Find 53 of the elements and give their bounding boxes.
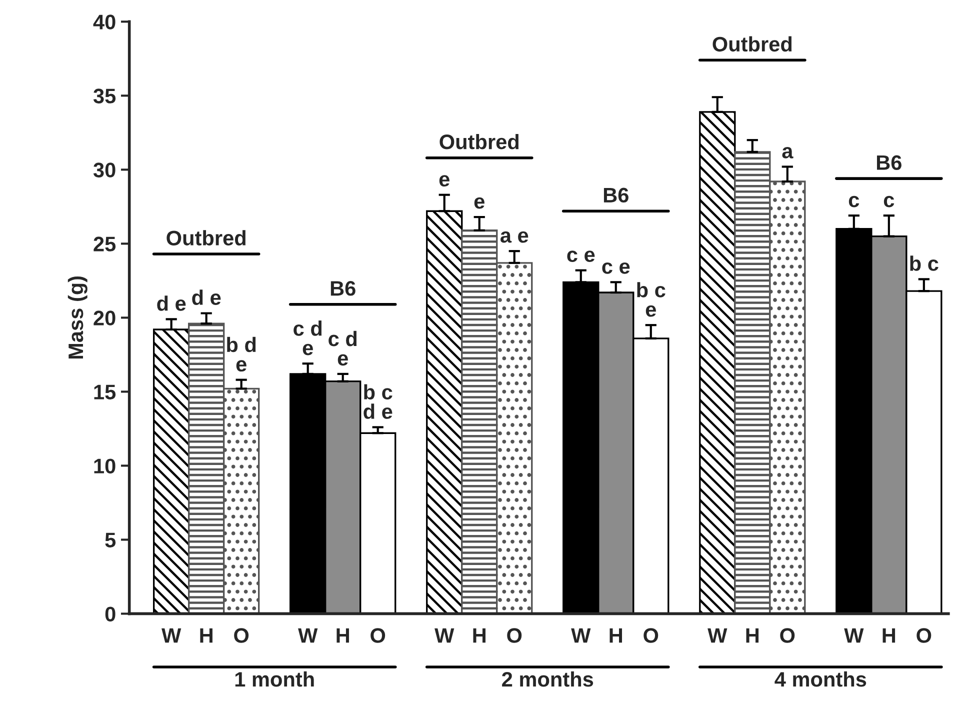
- x-tick-label: O: [916, 628, 932, 643]
- data-label: a: [782, 147, 794, 158]
- annotation: B6: [604, 188, 628, 203]
- y-tick-label: 35: [93, 88, 116, 104]
- y-tick-label: 15: [94, 384, 116, 400]
- data-label: c: [848, 196, 860, 208]
- y-tick-label: 10: [94, 458, 116, 474]
- data-label: e: [474, 197, 484, 209]
- data-label: b c e: [637, 282, 666, 317]
- x-tick-label: O: [234, 628, 249, 643]
- data-label: c d e: [294, 320, 322, 356]
- y-tick-label: 40: [93, 14, 116, 30]
- x-tick-label: O: [370, 628, 386, 643]
- x-tick-label: O: [644, 628, 658, 643]
- x-tick-label: O: [507, 628, 522, 643]
- x-tick-label: W: [844, 628, 864, 643]
- x-tick-label: W: [434, 628, 454, 643]
- data-label: c e: [567, 250, 595, 262]
- data-label: a e: [500, 231, 528, 243]
- x-tick-label: H: [200, 628, 212, 643]
- y-tick-label: 20: [94, 310, 116, 326]
- annotation: Outbred: [440, 134, 519, 150]
- data-label: d e: [157, 296, 186, 311]
- annotation: B6: [876, 155, 902, 170]
- x-tick-label: O: [780, 628, 795, 643]
- x-tick-label: H: [336, 628, 349, 643]
- data-label: e: [439, 175, 450, 187]
- text: 2 months: [502, 671, 594, 687]
- y-tick-label: 5: [105, 532, 116, 548]
- x-tick-label: H: [746, 628, 759, 643]
- x-tick-label: H: [473, 628, 486, 643]
- x-tick-label: H: [882, 628, 896, 643]
- x-tick-label: H: [610, 628, 622, 643]
- annotation: Outbred: [712, 36, 792, 52]
- y-tick-label: 25: [94, 236, 116, 252]
- y-axis-title: Mass (g): [68, 276, 88, 359]
- x-tick-label: W: [571, 628, 591, 643]
- data-label: c e: [602, 262, 630, 274]
- data-label: d e: [192, 290, 221, 305]
- data-label: c d e: [328, 330, 357, 366]
- x-tick-label: W: [298, 628, 318, 643]
- text: 4 months: [774, 671, 866, 687]
- y-tick-label: 0: [105, 606, 116, 622]
- data-label: b c: [910, 256, 938, 271]
- text: 1 month: [235, 671, 314, 687]
- data-label: c: [884, 196, 894, 208]
- data-label: b c d e: [364, 384, 392, 419]
- data-label: b d e: [227, 336, 256, 372]
- annotation: B6: [330, 281, 356, 296]
- x-tick-label: W: [708, 628, 728, 643]
- x-tick-label: W: [162, 628, 182, 643]
- annotation: Outbred: [166, 230, 246, 246]
- y-tick-label: 30: [93, 162, 116, 178]
